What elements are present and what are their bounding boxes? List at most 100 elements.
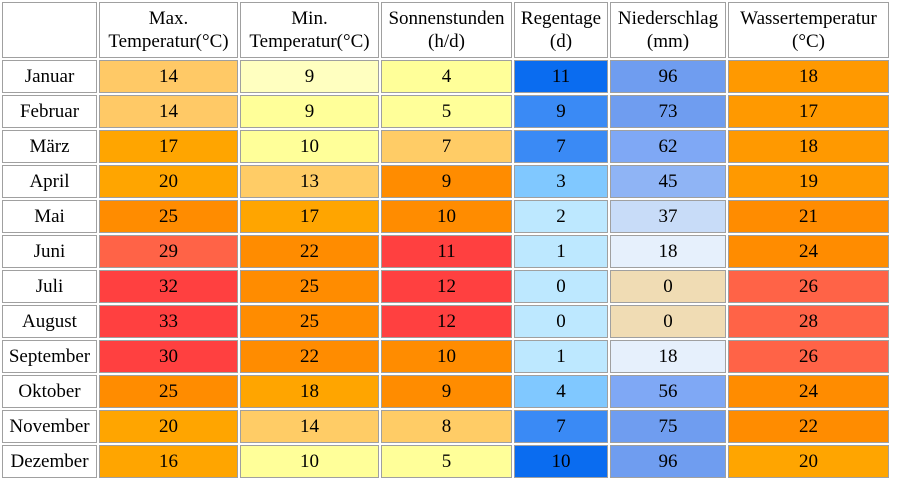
- rain-days-cell: 11: [514, 60, 608, 93]
- header-line-2: (h/d): [428, 31, 465, 52]
- water-temp-cell: 20: [728, 445, 889, 478]
- rain-days-cell: 1: [514, 235, 608, 268]
- water-temp-cell: 26: [728, 340, 889, 373]
- header-row: Max. Temperatur(°C) Min. Temperatur(°C) Sonn…: [2, 2, 889, 58]
- header-line-2: (mm): [646, 31, 690, 52]
- max-temp-cell: 14: [99, 95, 238, 128]
- max-temp-header: Max. Temperatur(°C): [99, 2, 238, 58]
- sunshine-cell: 10: [381, 200, 512, 233]
- month-label: September: [2, 340, 97, 373]
- sunshine-cell: 5: [381, 95, 512, 128]
- min-temp-cell: 10: [240, 445, 379, 478]
- sunshine-cell: 12: [381, 270, 512, 303]
- min-temp-cell: 25: [240, 305, 379, 338]
- sunshine-cell: 4: [381, 60, 512, 93]
- min-temp-cell: 17: [240, 200, 379, 233]
- header-line-2: Temperatur(°C): [249, 31, 370, 52]
- header-line-2: Temperatur(°C): [108, 31, 229, 52]
- sunshine-cell: 5: [381, 445, 512, 478]
- rain-days-cell: 2: [514, 200, 608, 233]
- water-temp-cell: 17: [728, 95, 889, 128]
- min-temp-cell: 25: [240, 270, 379, 303]
- month-label: August: [2, 305, 97, 338]
- precipitation-cell: 0: [610, 270, 726, 303]
- rain-days-cell: 3: [514, 165, 608, 198]
- precipitation-cell: 96: [610, 60, 726, 93]
- month-label: November: [2, 410, 97, 443]
- water-temp-cell: 18: [728, 60, 889, 93]
- table-row: Juli 32 25 12 0 0 26: [2, 270, 889, 303]
- table-row: September 30 22 10 1 18 26: [2, 340, 889, 373]
- sunshine-cell: 12: [381, 305, 512, 338]
- rain-days-header: Regentage (d): [514, 2, 608, 58]
- month-label: März: [2, 130, 97, 163]
- min-temp-cell: 22: [240, 235, 379, 268]
- month-label: Juli: [2, 270, 97, 303]
- min-temp-cell: 22: [240, 340, 379, 373]
- water-temp-cell: 24: [728, 235, 889, 268]
- sunshine-cell: 8: [381, 410, 512, 443]
- rain-days-cell: 0: [514, 270, 608, 303]
- month-label: Oktober: [2, 375, 97, 408]
- precipitation-cell: 18: [610, 340, 726, 373]
- table-row: Oktober 25 18 9 4 56 24: [2, 375, 889, 408]
- precipitation-cell: 18: [610, 235, 726, 268]
- rain-days-cell: 9: [514, 95, 608, 128]
- precipitation-cell: 45: [610, 165, 726, 198]
- month-label: April: [2, 165, 97, 198]
- table-row: August 33 25 12 0 0 28: [2, 305, 889, 338]
- month-label: Februar: [2, 95, 97, 128]
- sunshine-cell: 11: [381, 235, 512, 268]
- water-temp-header: Wassertemperatur (°C): [728, 2, 889, 58]
- max-temp-cell: 20: [99, 410, 238, 443]
- precipitation-cell: 56: [610, 375, 726, 408]
- precipitation-cell: 73: [610, 95, 726, 128]
- rain-days-cell: 1: [514, 340, 608, 373]
- sunshine-cell: 9: [381, 375, 512, 408]
- rain-days-cell: 7: [514, 410, 608, 443]
- max-temp-cell: 14: [99, 60, 238, 93]
- max-temp-cell: 20: [99, 165, 238, 198]
- water-temp-cell: 22: [728, 410, 889, 443]
- min-temp-cell: 10: [240, 130, 379, 163]
- table-row: Juni 29 22 11 1 18 24: [2, 235, 889, 268]
- table-row: Dezember 16 10 5 10 96 20: [2, 445, 889, 478]
- table-row: Mai 25 17 10 2 37 21: [2, 200, 889, 233]
- sunshine-cell: 7: [381, 130, 512, 163]
- sunshine-cell: 10: [381, 340, 512, 373]
- max-temp-cell: 30: [99, 340, 238, 373]
- table-row: April 20 13 9 3 45 19: [2, 165, 889, 198]
- month-label: Dezember: [2, 445, 97, 478]
- max-temp-cell: 25: [99, 375, 238, 408]
- header-line-1: Regentage: [520, 8, 602, 29]
- header-line-1: Max.: [148, 8, 189, 29]
- min-temp-cell: 13: [240, 165, 379, 198]
- water-temp-cell: 24: [728, 375, 889, 408]
- table-row: Februar 14 9 5 9 73 17: [2, 95, 889, 128]
- water-temp-cell: 26: [728, 270, 889, 303]
- header-line-1: Niederschlag: [617, 8, 719, 29]
- rain-days-cell: 7: [514, 130, 608, 163]
- max-temp-cell: 29: [99, 235, 238, 268]
- precipitation-cell: 96: [610, 445, 726, 478]
- min-temp-cell: 9: [240, 95, 379, 128]
- max-temp-cell: 33: [99, 305, 238, 338]
- precipitation-cell: 62: [610, 130, 726, 163]
- water-temp-cell: 19: [728, 165, 889, 198]
- header-line-1: Sonnenstunden: [388, 8, 505, 29]
- rain-days-cell: 0: [514, 305, 608, 338]
- min-temp-header: Min. Temperatur(°C): [240, 2, 379, 58]
- table-row: Januar 14 9 4 11 96 18: [2, 60, 889, 93]
- max-temp-cell: 25: [99, 200, 238, 233]
- min-temp-cell: 18: [240, 375, 379, 408]
- water-temp-cell: 21: [728, 200, 889, 233]
- water-temp-cell: 28: [728, 305, 889, 338]
- month-label: Juni: [2, 235, 97, 268]
- precipitation-header: Niederschlag (mm): [610, 2, 726, 58]
- corner-header: [2, 2, 97, 58]
- table-row: März 17 10 7 7 62 18: [2, 130, 889, 163]
- header-line-1: Min.: [291, 8, 328, 29]
- sunshine-cell: 9: [381, 165, 512, 198]
- min-temp-cell: 14: [240, 410, 379, 443]
